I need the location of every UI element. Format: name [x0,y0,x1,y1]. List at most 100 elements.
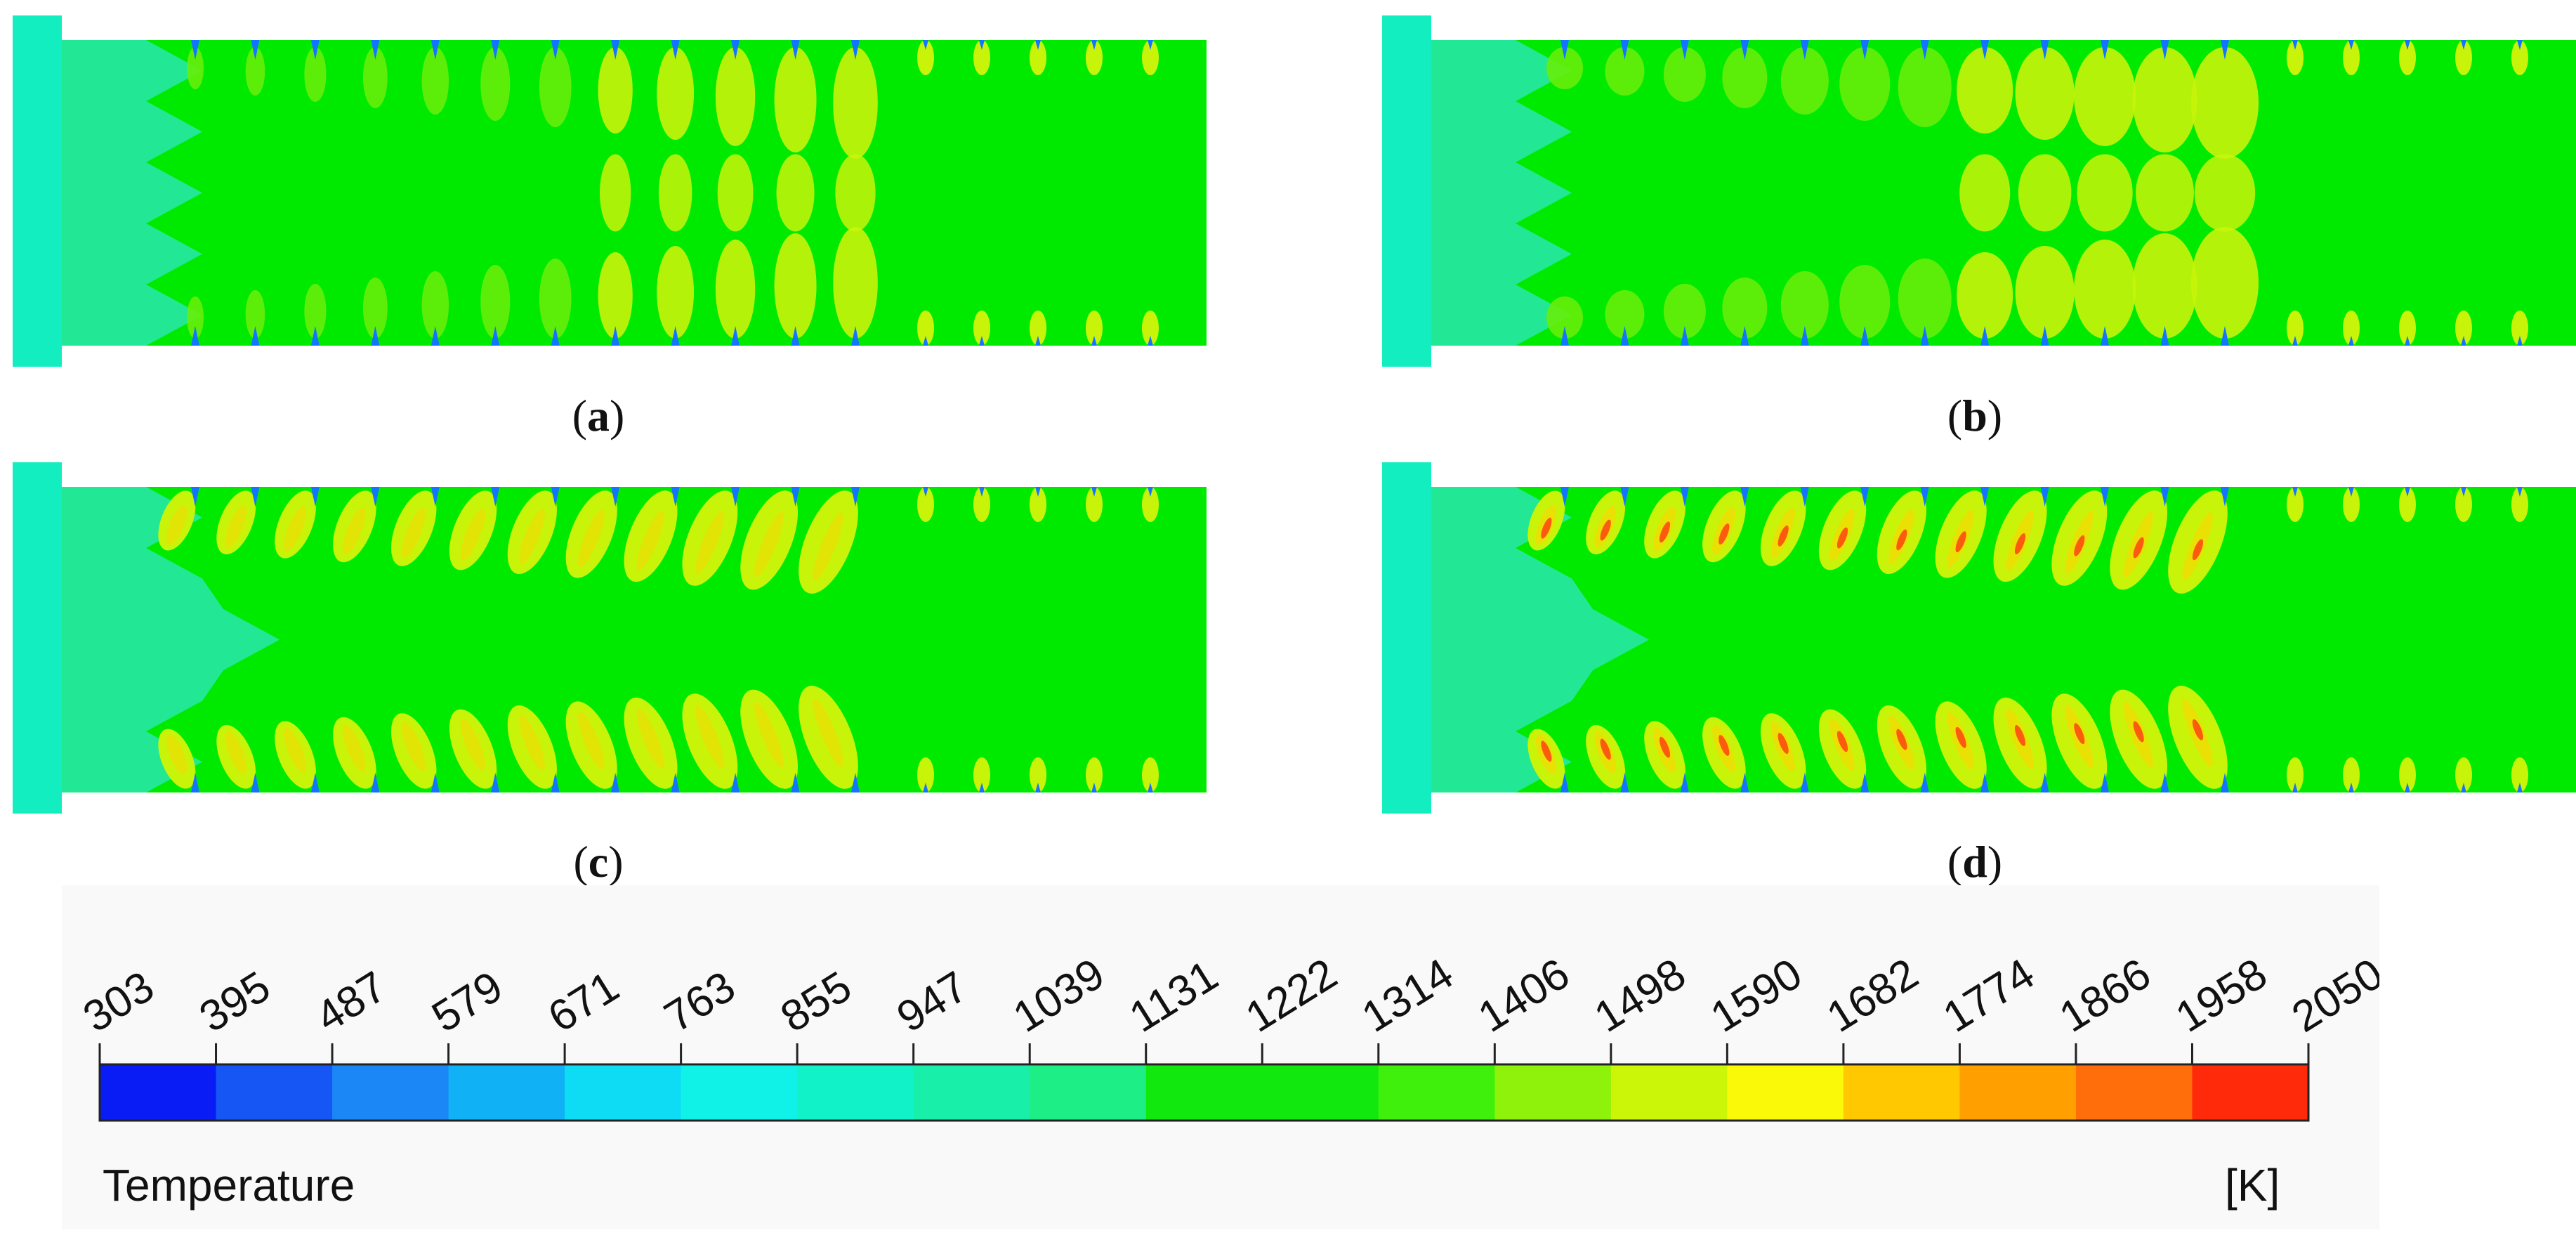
plume-outer [565,490,617,578]
plume-hotspot [1600,738,1611,760]
air-jet [2292,783,2298,792]
air-jet [2101,326,2110,346]
colorbar-tick-label: 395 [191,963,278,1042]
colorbar-tick-label: 1590 [1702,949,1811,1042]
swept-plume [740,689,799,789]
dilution-lobe [1142,311,1159,346]
plume-core [225,506,247,548]
hot-lobe [362,47,388,108]
hot-lobe [1722,278,1768,339]
hot-lobe [774,233,817,339]
plume-hotspot [1836,731,1848,752]
air-jet [1620,773,1629,792]
air-jet [1091,783,1097,792]
dilution-lobe [2343,487,2360,522]
swept-plume [565,701,617,789]
plume-hotspot [2014,725,2026,746]
dilution-lobe [2287,757,2304,792]
air-jet [310,487,320,507]
temperature-contour-b [1382,15,2576,367]
air-jet [2348,487,2354,497]
swept-plume [799,490,858,594]
dilution-lobe [2455,487,2472,522]
temperature-contour-c [13,462,1207,814]
swept-plume [449,709,497,789]
hot-lobe [1722,47,1768,108]
inlet-cool-zone [1431,40,1572,346]
hot-lobe [245,47,265,96]
colorbar-tick-label: 1498 [1586,949,1695,1042]
hot-lobe [1663,284,1706,339]
plume-outer [449,490,497,570]
air-jet [251,326,260,346]
air-jet [1035,40,1041,50]
hot-lobe [1605,290,1645,339]
air-jet [611,773,620,792]
air-jet [2221,40,2229,60]
plume-hotspot [2074,723,2085,745]
dilution-lobe [2455,757,2472,792]
air-jet [310,326,320,346]
hot-lobe [1957,47,2013,133]
temperature-contour-a [13,15,1207,367]
plume-hotspot [1719,523,1730,545]
core-lobe [2136,154,2194,232]
air-jet [2292,40,2298,50]
air-jet [731,487,740,507]
hot-lobe [1898,47,1952,127]
dilution-lobe [1030,40,1046,75]
dilution-lobe [1142,487,1159,522]
colorbar-segment [448,1064,565,1121]
colorbar: 303 395 487 579 671 763 855 947 1039 1131 1222 1314… [75,949,2379,1122]
air-jet [2292,336,2298,346]
swept-plume [565,490,617,578]
air-jet [251,487,260,507]
hot-lobe [598,252,633,339]
swept-plume [449,490,497,570]
hot-lobe [2132,47,2197,152]
swept-plume [1760,713,1806,789]
plume-outer [740,490,799,590]
plume-hotspot [1600,519,1611,541]
plume-hotspot [1896,729,1907,750]
dilution-lobe [2343,311,2360,346]
inlet-cool-zone [62,40,202,346]
hot-lobe [1957,252,2013,339]
plume-hotspot [2192,539,2204,561]
colorbar-segment [913,1064,1030,1121]
air-jet [851,326,860,346]
hot-lobe [2015,246,2075,339]
dilution-lobe [973,487,990,522]
air-jet [491,773,500,792]
swept-plume [2110,490,2168,590]
air-jet [671,773,680,792]
hot-lobe [657,246,695,339]
air-jet [191,326,199,346]
air-jet [2461,336,2466,346]
plume-core [577,712,605,770]
hot-lobe [1605,47,1645,96]
colorbar-tick-label: 1131 [1122,951,1227,1042]
air-jet [923,336,928,346]
air-jet [491,326,500,346]
hot-lobe [715,240,756,339]
swept-plume [507,490,557,575]
swept-plume [1818,709,1867,789]
plume-core [813,698,843,767]
hot-lobe [187,296,204,339]
air-jet [2348,783,2354,792]
swept-plume [1527,729,1565,789]
dilution-lobe [2343,40,2360,75]
air-jet [1680,326,1689,346]
air-jet [979,487,985,497]
colorbar-tick-label: 303 [75,963,162,1042]
air-jet [2292,487,2298,497]
air-jet [1740,326,1749,346]
swept-plume [1877,490,1926,575]
plenum [1382,462,1431,814]
air-jet [191,40,199,60]
air-jet [2348,40,2354,50]
swept-plume [1935,701,1987,789]
temperature-legend: 303 395 487 579 671 763 855 947 1039 1131 1222 1314… [62,885,2379,1229]
plume-outer [275,490,316,559]
